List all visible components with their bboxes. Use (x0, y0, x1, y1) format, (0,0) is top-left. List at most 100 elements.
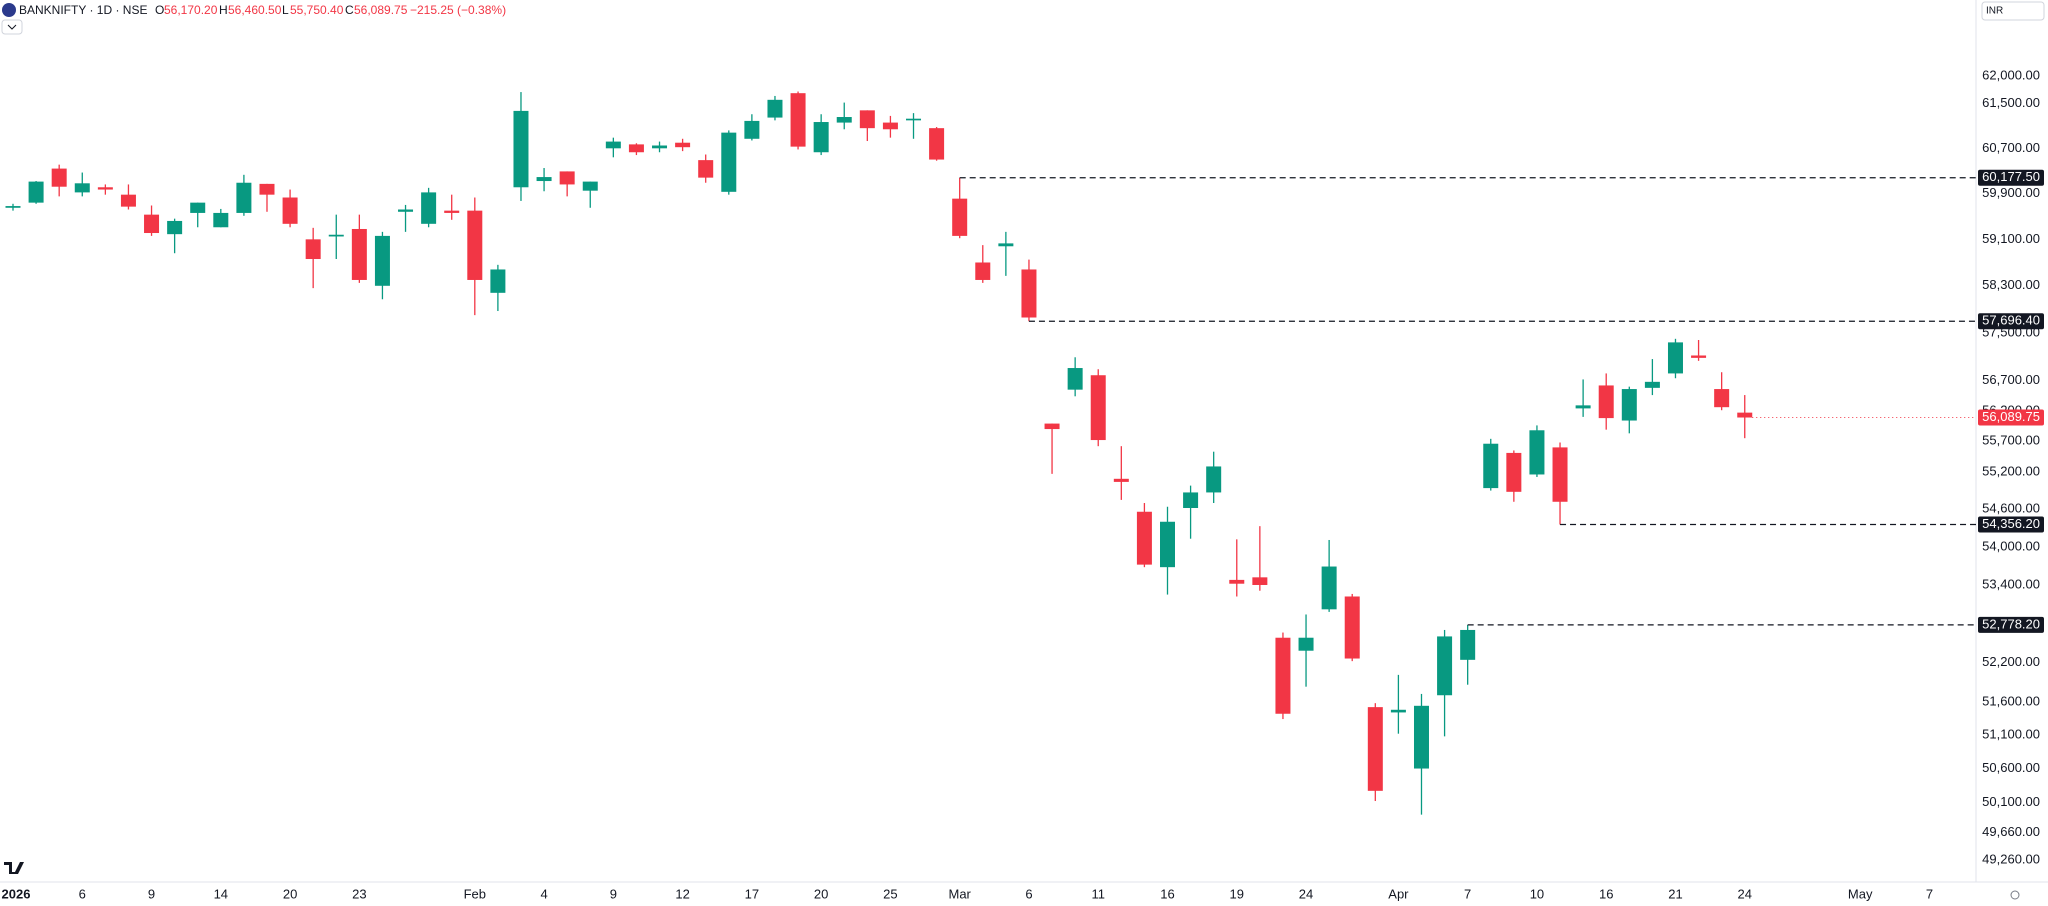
candle-body (1136, 511, 1152, 565)
candle-body (1044, 423, 1060, 430)
candle-body (998, 243, 1014, 247)
candle-body (1344, 596, 1360, 659)
symbol-icon[interactable] (2, 3, 16, 17)
y-tick-label: 54,000.00 (1982, 538, 2040, 553)
y-tick-label: 51,100.00 (1982, 726, 2040, 741)
y-tick-label: 49,260.00 (1982, 851, 2040, 866)
candle-body (144, 214, 160, 234)
settings-icon[interactable] (2010, 890, 2020, 900)
candle-body (652, 145, 668, 149)
candle-body (282, 197, 298, 224)
candle-body (190, 202, 206, 213)
y-tick-label: 55,200.00 (1982, 463, 2040, 478)
candle-body (882, 122, 898, 130)
logo (4, 862, 24, 874)
candle-body (721, 132, 737, 192)
y-tick-label: 51,600.00 (1982, 693, 2040, 708)
collapse-icon (7, 24, 17, 30)
x-tick-label: 6 (1025, 886, 1032, 901)
low-label: L (282, 3, 289, 17)
x-tick-label: 2026 (2, 886, 31, 901)
candle-body (1090, 375, 1106, 441)
high-value: 56,460.50 (228, 3, 282, 17)
x-tick-label: 25 (883, 886, 897, 901)
y-tick-label: 58,300.00 (1982, 277, 2040, 292)
candle-body (1021, 269, 1037, 318)
y-tick-label: 59,900.00 (1982, 185, 2040, 200)
candle-body (51, 168, 67, 187)
y-tick-label: 54,600.00 (1982, 501, 2040, 516)
candle-body (1737, 412, 1753, 418)
x-tick-label: 20 (283, 886, 297, 901)
candle-body (1460, 629, 1476, 660)
collapse-button[interactable] (1, 19, 23, 35)
candle-body (1413, 705, 1429, 769)
low-value: 55,750.40 (290, 3, 344, 17)
y-tick-label: 52,200.00 (1982, 654, 2040, 669)
candle-body (559, 171, 575, 185)
symbol[interactable]: BANKNIFTY · 1D · NSE (19, 3, 147, 17)
y-tick-label: 61,500.00 (1982, 95, 2040, 110)
candle-body (120, 194, 136, 207)
level-label: 52,778.20 (1982, 616, 2040, 631)
x-tick-label: 17 (745, 886, 759, 901)
candle-body (582, 181, 598, 191)
candle-body (236, 182, 252, 213)
candle-body (167, 220, 183, 235)
candle-body (929, 128, 945, 160)
level-label: 54,356.20 (1982, 516, 2040, 531)
y-tick-label: 50,600.00 (1982, 760, 2040, 775)
x-tick-label: 24 (1299, 886, 1313, 901)
candle-body (1367, 707, 1383, 791)
x-tick-label: 14 (214, 886, 228, 901)
x-tick-label: 23 (352, 886, 366, 901)
currency-button[interactable] (1981, 1, 2045, 21)
x-tick-label: 12 (675, 886, 689, 901)
x-tick-label: 7 (1464, 886, 1471, 901)
candle-body (351, 228, 367, 280)
candle-body (213, 212, 229, 228)
x-tick-label: 7 (1926, 886, 1933, 901)
candle-body (28, 181, 44, 203)
candle-body (1644, 381, 1660, 388)
candle-body (1275, 637, 1291, 714)
y-tick-label: 62,000.00 (1982, 68, 2040, 83)
candle-body (1229, 579, 1245, 584)
candle-body (975, 262, 991, 280)
x-tick-label: 9 (148, 886, 155, 901)
candle-body (1483, 443, 1499, 489)
candle-body (374, 235, 390, 286)
level-badge (1978, 313, 2044, 330)
last-price-label: 56,089.75 (1982, 409, 2040, 424)
candle-body (5, 206, 21, 208)
candle-body (1529, 430, 1545, 475)
candle-body (513, 110, 529, 188)
level-badge (1978, 169, 2044, 186)
candle-body (628, 144, 644, 153)
candle-body (813, 122, 829, 153)
level-label: 57,696.40 (1982, 313, 2040, 328)
candle-body (1321, 566, 1337, 610)
candle-body (74, 183, 90, 193)
candle-body (790, 93, 806, 147)
candle-body (1252, 577, 1268, 585)
y-tick-label: 59,100.00 (1982, 231, 2040, 246)
candle-body (836, 117, 852, 123)
candle-body (444, 210, 460, 213)
y-tick-label: 49,660.00 (1982, 824, 2040, 839)
x-tick-label: 24 (1738, 886, 1752, 901)
candle-body (1714, 389, 1730, 408)
candle-body (1691, 355, 1707, 358)
close-label: C (345, 3, 354, 17)
candle-body (421, 192, 437, 224)
level-label: 60,177.50 (1982, 169, 2040, 184)
candle-body (1298, 637, 1314, 651)
candle-body (1113, 478, 1129, 482)
candle-body (698, 160, 714, 178)
candle-body (1575, 405, 1591, 409)
close-value: 56,089.75 (354, 3, 408, 17)
open-label: O (155, 3, 164, 17)
candle-body (467, 210, 483, 280)
candle-body (906, 118, 922, 121)
